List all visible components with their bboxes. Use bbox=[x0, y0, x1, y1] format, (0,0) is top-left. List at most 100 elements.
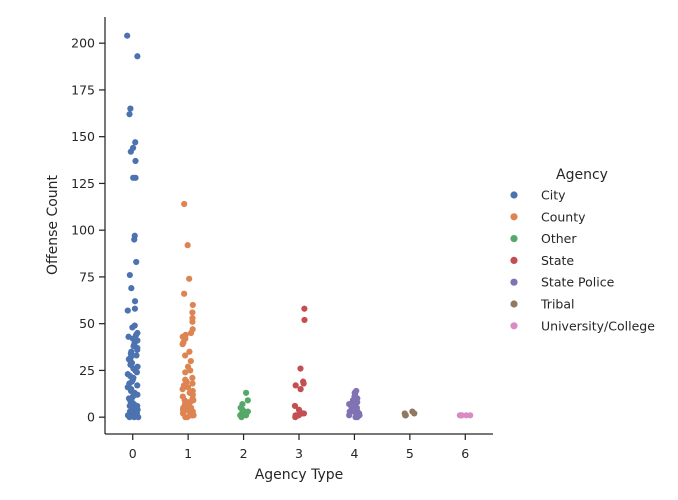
y-axis-label: Offense Count bbox=[45, 174, 61, 275]
data-point bbox=[127, 148, 134, 155]
legend-label: Other bbox=[541, 231, 577, 246]
legend-label: Tribal bbox=[540, 297, 574, 312]
data-point bbox=[134, 53, 141, 60]
data-points bbox=[124, 32, 474, 421]
data-point bbox=[179, 386, 186, 393]
data-point bbox=[126, 414, 133, 421]
y-tick-label: 75 bbox=[79, 269, 95, 284]
legend-item: Tribal bbox=[510, 297, 574, 312]
x-tick-label: 5 bbox=[406, 446, 414, 461]
data-point bbox=[131, 298, 139, 305]
data-point bbox=[131, 236, 138, 243]
data-point bbox=[181, 200, 188, 208]
data-point bbox=[189, 380, 196, 387]
legend-marker bbox=[510, 213, 518, 221]
data-point bbox=[126, 271, 133, 279]
y-tick-label: 25 bbox=[79, 363, 95, 378]
data-point bbox=[126, 111, 133, 118]
data-point bbox=[292, 414, 299, 421]
y-tick-label: 125 bbox=[71, 176, 95, 191]
data-point bbox=[131, 305, 139, 312]
data-point bbox=[346, 412, 353, 419]
x-tick-label: 3 bbox=[295, 446, 303, 461]
data-point bbox=[187, 367, 194, 374]
legend-marker bbox=[510, 235, 518, 243]
series-tribal bbox=[401, 408, 418, 419]
data-point bbox=[300, 410, 308, 417]
data-point bbox=[238, 414, 245, 421]
x-tick-label: 1 bbox=[184, 446, 192, 461]
legend-marker bbox=[510, 256, 518, 264]
data-point bbox=[182, 369, 189, 376]
data-point bbox=[128, 285, 135, 292]
data-point bbox=[132, 139, 139, 146]
legend-label: City bbox=[541, 188, 566, 203]
legend-label: County bbox=[541, 209, 586, 224]
data-point bbox=[187, 357, 194, 365]
data-point bbox=[300, 380, 307, 387]
x-tick-label: 4 bbox=[350, 446, 358, 461]
data-point bbox=[291, 402, 299, 410]
data-point bbox=[131, 414, 138, 421]
legend-item: Other bbox=[510, 231, 577, 246]
data-point bbox=[244, 397, 251, 404]
data-point bbox=[127, 105, 134, 112]
series-university-college bbox=[456, 412, 474, 419]
data-point bbox=[182, 414, 189, 421]
data-point bbox=[186, 348, 193, 355]
data-point bbox=[301, 305, 308, 312]
data-point bbox=[458, 412, 465, 419]
data-point bbox=[187, 329, 195, 337]
series-other bbox=[237, 389, 251, 421]
data-point bbox=[134, 382, 141, 389]
series-county bbox=[179, 200, 197, 421]
data-point bbox=[184, 384, 192, 391]
y-tick-label: 175 bbox=[71, 82, 95, 97]
data-point bbox=[129, 324, 136, 331]
data-point bbox=[242, 389, 250, 396]
series-city bbox=[124, 32, 142, 421]
data-point bbox=[182, 352, 189, 359]
data-point bbox=[133, 369, 141, 376]
y-ticks: 0 25 50 75 100 125 150 175 200 bbox=[71, 36, 105, 425]
legend-items: City County Other State State Police Tribal Un… bbox=[510, 188, 655, 333]
data-point bbox=[189, 374, 196, 382]
data-point bbox=[189, 318, 196, 325]
legend-marker bbox=[510, 278, 518, 286]
legend-label: State bbox=[541, 253, 574, 268]
y-tick-label: 50 bbox=[79, 316, 95, 331]
data-point bbox=[133, 258, 140, 266]
series-state-police bbox=[346, 387, 363, 421]
x-tick-label: 6 bbox=[461, 446, 469, 461]
data-point bbox=[467, 412, 474, 419]
y-tick-label: 150 bbox=[71, 129, 95, 144]
data-point bbox=[184, 242, 191, 249]
legend-item: City bbox=[510, 188, 566, 203]
data-point bbox=[133, 352, 140, 359]
x-ticks: 0 1 2 3 4 5 6 bbox=[129, 434, 469, 461]
data-point bbox=[352, 414, 359, 421]
series-state bbox=[291, 305, 308, 421]
x-tick-label: 0 bbox=[129, 446, 137, 461]
data-point bbox=[124, 307, 131, 314]
legend: Agency City County Other State State Police T… bbox=[510, 167, 655, 333]
legend-title: Agency bbox=[556, 167, 608, 183]
legend-marker bbox=[510, 322, 518, 330]
legend-item: University/College bbox=[510, 318, 655, 333]
y-tick-label: 100 bbox=[71, 223, 95, 238]
data-point bbox=[130, 174, 137, 181]
data-point bbox=[301, 316, 308, 324]
data-point bbox=[189, 309, 196, 316]
legend-label: University/College bbox=[541, 318, 655, 333]
data-point bbox=[181, 290, 188, 297]
legend-item: State Police bbox=[510, 275, 615, 290]
data-point bbox=[402, 412, 409, 419]
data-point bbox=[134, 346, 141, 353]
legend-item: County bbox=[510, 209, 586, 224]
axes: 0 25 50 75 100 125 150 175 200 0 1 2 3 4 5 6 Offense C… bbox=[45, 17, 493, 483]
data-point bbox=[124, 32, 131, 39]
y-tick-label: 0 bbox=[87, 410, 95, 425]
data-point bbox=[132, 157, 139, 165]
data-point bbox=[189, 301, 196, 309]
